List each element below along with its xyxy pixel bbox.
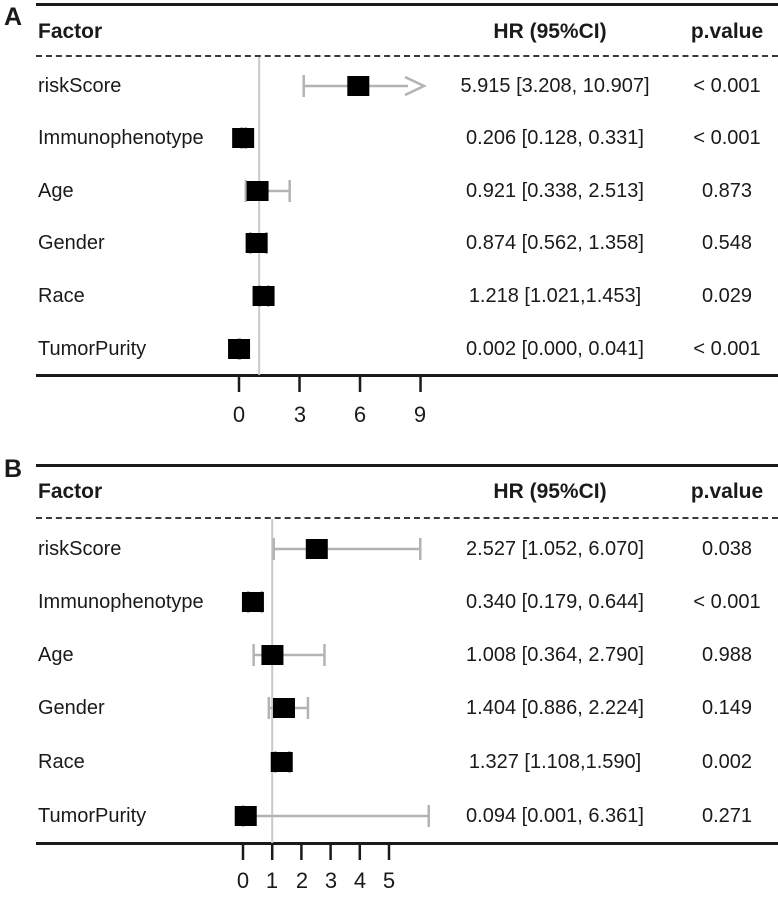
panel-b-header-divider xyxy=(36,517,778,519)
axis-tick-label: 3 xyxy=(293,402,307,427)
panel-b-label: B xyxy=(4,455,23,483)
panel-a-label: A xyxy=(4,3,23,31)
factor-label: riskScore xyxy=(38,538,122,560)
panel-a-header-hr: HR (95%CI) xyxy=(493,20,607,43)
factor-label: Immunophenotype xyxy=(38,591,204,613)
hr-point-estimate-box xyxy=(228,339,251,359)
hr-point-estimate-box xyxy=(347,76,370,96)
hr-point-estimate-box xyxy=(241,592,264,612)
p-value: 0.988 xyxy=(701,644,753,666)
hr-ci-value: 1.218 [1.021,1.453] xyxy=(468,285,642,307)
hr-ci-value: 0.206 [0.128, 0.331] xyxy=(466,127,644,149)
p-value: 0.029 xyxy=(701,285,753,307)
factor-label: Age xyxy=(38,180,74,202)
axis-tick-label: 4 xyxy=(353,868,367,893)
p-value: < 0.001 xyxy=(693,591,761,613)
hr-point-estimate-box xyxy=(252,286,275,306)
panel-b-top-rule xyxy=(36,464,778,467)
p-value: < 0.001 xyxy=(693,75,761,97)
hr-point-estimate-box xyxy=(272,698,295,718)
factor-label: riskScore xyxy=(38,75,122,97)
axis-tick-label: 9 xyxy=(413,402,427,427)
panel-b-header-pvalue: p.value xyxy=(690,480,764,503)
axis-tick-label: 0 xyxy=(236,868,250,893)
factor-label: TumorPurity xyxy=(38,338,147,360)
hr-ci-value: 5.915 [3.208, 10.907] xyxy=(460,75,650,97)
hr-ci-value: 0.874 [0.562, 1.358] xyxy=(466,232,644,254)
p-value: 0.002 xyxy=(701,751,753,773)
axis-tick-label: 3 xyxy=(324,868,338,893)
p-value: < 0.001 xyxy=(693,338,761,360)
factor-label: Gender xyxy=(38,232,105,254)
factor-label: Race xyxy=(38,285,85,307)
axis-tick-label: 1 xyxy=(265,868,279,893)
hr-point-estimate-box xyxy=(270,752,293,772)
hr-point-estimate-box xyxy=(246,181,269,201)
hr-ci-value: 0.094 [0.001, 6.361] xyxy=(466,805,644,827)
factor-label: Race xyxy=(38,751,85,773)
hr-ci-value: 1.404 [0.886, 2.224] xyxy=(466,697,644,719)
panel-b-header-factor: Factor xyxy=(38,480,103,503)
hr-ci-value: 2.527 [1.052, 6.070] xyxy=(466,538,644,560)
axis-tick-label: 0 xyxy=(232,402,246,427)
panel-a-axis-line xyxy=(36,374,778,377)
hr-point-estimate-box xyxy=(261,645,284,665)
factor-label: Immunophenotype xyxy=(38,127,204,149)
p-value: 0.873 xyxy=(701,180,753,202)
axis-tick-label: 5 xyxy=(382,868,396,893)
p-value: 0.149 xyxy=(701,697,753,719)
axis-tick-label: 2 xyxy=(295,868,309,893)
hr-ci-value: 0.002 [0.000, 0.041] xyxy=(466,338,644,360)
factor-label: Age xyxy=(38,644,74,666)
p-value: < 0.001 xyxy=(693,127,761,149)
factor-label: Gender xyxy=(38,697,105,719)
panel-a-header-divider xyxy=(36,55,778,57)
hr-point-estimate-box xyxy=(232,128,255,148)
panel-a-top-rule xyxy=(36,3,778,6)
panel-b-axis-line xyxy=(36,842,778,845)
hr-ci-value: 1.008 [0.364, 2.790] xyxy=(466,644,644,666)
panel-a-header-factor: Factor xyxy=(38,20,103,43)
factor-label: TumorPurity xyxy=(38,805,147,827)
p-value: 0.038 xyxy=(701,538,753,560)
hr-point-estimate-box xyxy=(245,233,268,253)
p-value: 0.548 xyxy=(701,232,753,254)
hr-ci-value: 0.340 [0.179, 0.644] xyxy=(466,591,644,613)
hr-ci-value: 0.921 [0.338, 2.513] xyxy=(466,180,644,202)
panel-b-header-hr: HR (95%CI) xyxy=(493,480,607,503)
axis-tick-label: 6 xyxy=(353,402,367,427)
hr-ci-value: 1.327 [1.108,1.590] xyxy=(468,751,642,773)
hr-point-estimate-box xyxy=(234,806,257,826)
panel-a-header-pvalue: p.value xyxy=(690,20,764,43)
p-value: 0.271 xyxy=(701,805,753,827)
hr-point-estimate-box xyxy=(305,539,328,559)
